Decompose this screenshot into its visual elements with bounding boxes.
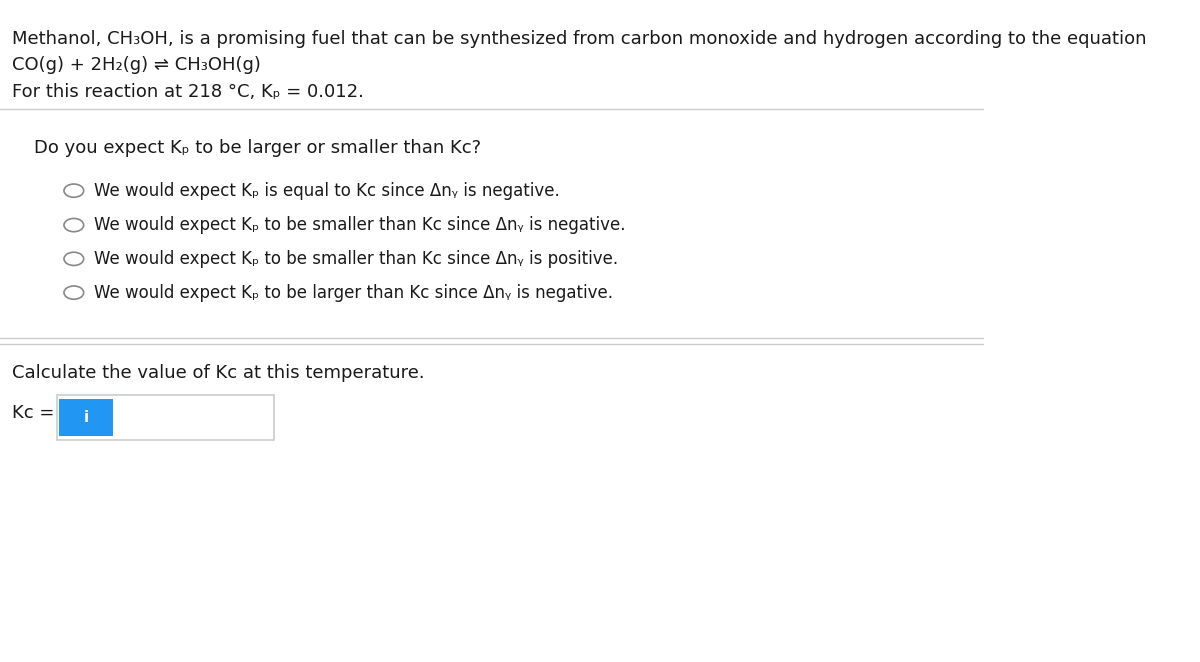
Text: We would expect Kₚ is equal to Kᴄ since Δnᵧ is negative.: We would expect Kₚ is equal to Kᴄ since … — [94, 182, 559, 200]
Text: We would expect Kₚ to be smaller than Kᴄ since Δnᵧ is positive.: We would expect Kₚ to be smaller than Kᴄ… — [94, 250, 618, 268]
Text: We would expect Kₚ to be smaller than Kᴄ since Δnᵧ is negative.: We would expect Kₚ to be smaller than Kᴄ… — [94, 216, 625, 234]
Text: CO(g) + 2H₂(g) ⇌ CH₃OH(g): CO(g) + 2H₂(g) ⇌ CH₃OH(g) — [12, 56, 260, 74]
Text: For this reaction at 218 °C, Kₚ = 0.012.: For this reaction at 218 °C, Kₚ = 0.012. — [12, 83, 364, 101]
FancyBboxPatch shape — [58, 395, 274, 440]
Text: Calculate the value of Kᴄ at this temperature.: Calculate the value of Kᴄ at this temper… — [12, 364, 425, 382]
Text: Kᴄ =: Kᴄ = — [12, 404, 54, 422]
FancyBboxPatch shape — [59, 399, 113, 436]
Text: i: i — [84, 410, 89, 425]
Text: Methanol, CH₃OH, is a promising fuel that can be synthesized from carbon monoxid: Methanol, CH₃OH, is a promising fuel tha… — [12, 30, 1146, 48]
Text: We would expect Kₚ to be larger than Kᴄ since Δnᵧ is negative.: We would expect Kₚ to be larger than Kᴄ … — [94, 284, 612, 302]
Text: Do you expect Kₚ to be larger or smaller than Kᴄ?: Do you expect Kₚ to be larger or smaller… — [35, 139, 481, 157]
